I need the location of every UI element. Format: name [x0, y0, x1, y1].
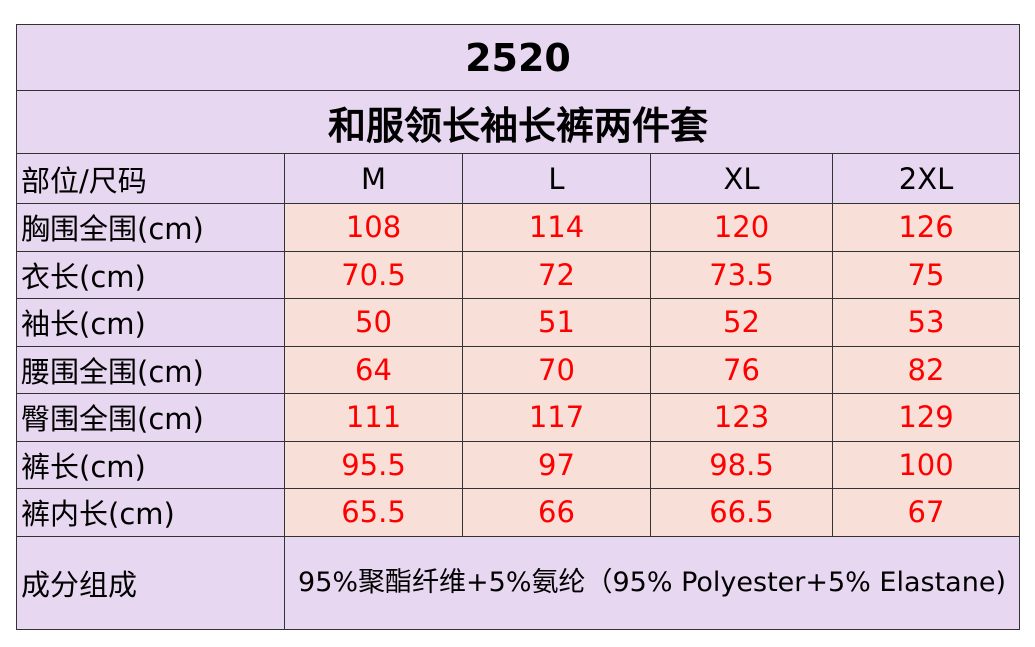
composition-text: 95%聚酯纤维+5%氨纶（95% Polyester+5% Elastane)	[284, 535, 1020, 630]
size-value: 123	[650, 393, 833, 442]
size-value: 70.5	[284, 250, 463, 299]
header-row: 部位/尺码 M L XL 2XL	[16, 153, 1020, 204]
data-row: 衣长(cm) 70.5 72 73.5 75	[16, 250, 1020, 299]
size-value: 73.5	[650, 250, 833, 299]
size-value: 53	[832, 298, 1020, 347]
size-value: 108	[284, 203, 463, 252]
size-value: 65.5	[284, 488, 463, 537]
table-body: 2520 和服领长袖长裤两件套 部位/尺码 M L XL 2XL 胸围全围(cm) 108 1…	[16, 24, 1020, 630]
size-value: 66	[462, 488, 651, 537]
composition-row: 成分组成 95%聚酯纤维+5%氨纶（95% Polyester+5% Elasta…	[16, 535, 1020, 630]
row-label: 袖长(cm)	[16, 298, 285, 347]
size-value: 111	[284, 393, 463, 442]
data-row: 胸围全围(cm) 108 114 120 126	[16, 203, 1020, 252]
header-cell: 部位/尺码	[16, 153, 285, 204]
size-value: 114	[462, 203, 651, 252]
data-row: 袖长(cm) 50 51 52 53	[16, 298, 1020, 347]
row-label: 衣长(cm)	[16, 250, 285, 299]
header-cell: XL	[650, 153, 833, 204]
size-value: 51	[462, 298, 651, 347]
size-value: 76	[650, 345, 833, 394]
size-table: 2520 和服领长袖长裤两件套 部位/尺码 M L XL 2XL 胸围全围(cm) 108 1…	[16, 24, 1020, 630]
size-value: 100	[832, 440, 1020, 489]
size-value: 98.5	[650, 440, 833, 489]
row-label: 臀围全围(cm)	[16, 393, 285, 442]
size-value: 67	[832, 488, 1020, 537]
size-value: 120	[650, 203, 833, 252]
size-value: 70	[462, 345, 651, 394]
data-row: 臀围全围(cm) 111 117 123 129	[16, 393, 1020, 442]
size-value: 66.5	[650, 488, 833, 537]
size-value: 64	[284, 345, 463, 394]
data-row: 裤长(cm) 95.5 97 98.5 100	[16, 440, 1020, 489]
size-value: 82	[832, 345, 1020, 394]
row-label: 胸围全围(cm)	[16, 203, 285, 252]
header-cell: M	[284, 153, 463, 204]
header-cell: L	[462, 153, 651, 204]
composition-label: 成分组成	[16, 535, 285, 630]
row-label: 裤长(cm)	[16, 440, 285, 489]
size-value: 72	[462, 250, 651, 299]
size-value: 129	[832, 393, 1020, 442]
size-value: 97	[462, 440, 651, 489]
size-value: 117	[462, 393, 651, 442]
row-label: 裤内长(cm)	[16, 488, 285, 537]
size-value: 50	[284, 298, 463, 347]
title: 2520	[16, 24, 1020, 91]
size-value: 126	[832, 203, 1020, 252]
size-value: 52	[650, 298, 833, 347]
data-row: 腰围全围(cm) 64 70 76 82	[16, 345, 1020, 394]
size-value: 75	[832, 250, 1020, 299]
size-value: 95.5	[284, 440, 463, 489]
subtitle: 和服领长袖长裤两件套	[16, 90, 1020, 154]
title-row: 2520	[16, 24, 1020, 91]
header-cell: 2XL	[832, 153, 1020, 204]
row-label: 腰围全围(cm)	[16, 345, 285, 394]
data-row: 裤内长(cm) 65.5 66 66.5 67	[16, 488, 1020, 537]
subtitle-row: 和服领长袖长裤两件套	[16, 90, 1020, 154]
